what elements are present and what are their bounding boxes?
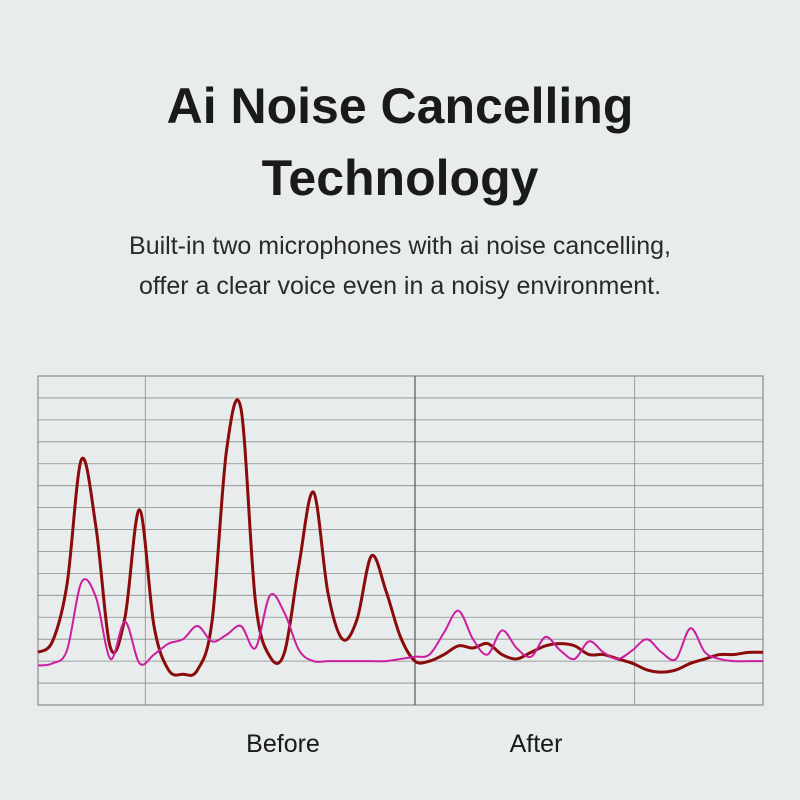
after-label: After: [509, 730, 563, 758]
subtitle: Built-in two microphones with ai noise c…: [0, 226, 800, 306]
series-line-voice: [37, 578, 763, 667]
title-line-2: Technology: [261, 150, 539, 206]
subtitle-line-2: offer a clear voice even in a noisy envi…: [138, 272, 662, 300]
series-line-before-noise: [37, 398, 764, 677]
page-title: Ai Noise Cancelling Technology: [0, 70, 800, 214]
subtitle-line-1: Built-in two microphones with ai noise c…: [129, 232, 671, 260]
title-line-1: Ai Noise Cancelling: [166, 78, 634, 134]
plot-frame: [37, 375, 764, 706]
before-label: Before: [246, 730, 320, 758]
